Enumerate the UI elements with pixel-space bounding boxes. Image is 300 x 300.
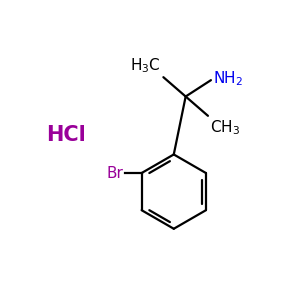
Text: Br: Br: [106, 166, 123, 181]
Text: H$_3$C: H$_3$C: [130, 56, 161, 75]
Text: HCl: HCl: [46, 125, 86, 145]
Text: CH$_3$: CH$_3$: [210, 118, 241, 137]
Text: NH$_2$: NH$_2$: [213, 69, 244, 88]
